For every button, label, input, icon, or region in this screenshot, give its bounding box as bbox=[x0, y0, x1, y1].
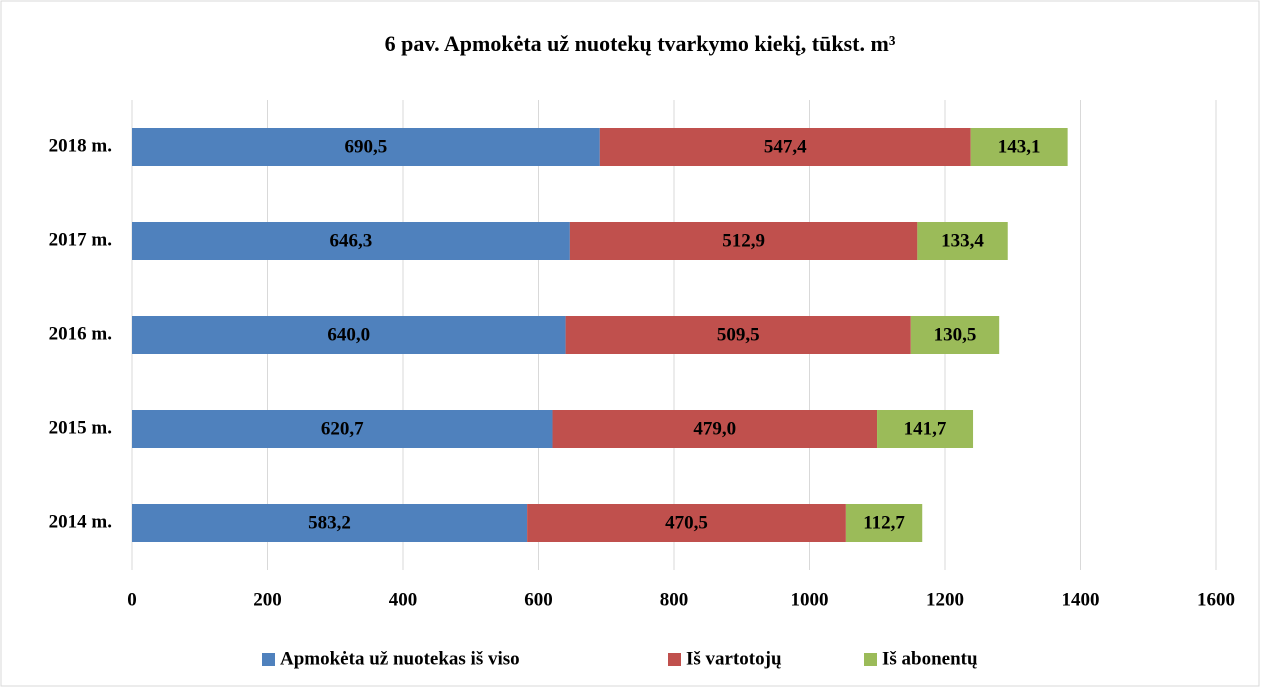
x-tick-label: 600 bbox=[524, 589, 553, 610]
bar-segment bbox=[917, 222, 1008, 260]
bar-segment bbox=[569, 222, 918, 260]
bar-segment bbox=[552, 410, 878, 448]
bar-segment bbox=[132, 128, 600, 166]
legend-label: Apmokėta už nuotekas iš viso bbox=[280, 648, 520, 669]
x-tick-label: 400 bbox=[389, 589, 418, 610]
data-label: 583,2 bbox=[308, 512, 351, 533]
data-label: 130,5 bbox=[934, 324, 977, 345]
data-label: 141,7 bbox=[904, 418, 947, 439]
bar-segment bbox=[910, 316, 1000, 354]
y-tick-label: 2014 m. bbox=[49, 511, 112, 532]
data-label: 640,0 bbox=[327, 324, 370, 345]
y-tick-label: 2015 m. bbox=[49, 417, 112, 438]
bar-segment bbox=[845, 504, 923, 542]
data-label: 620,7 bbox=[321, 418, 364, 439]
y-tick-label: 2016 m. bbox=[49, 323, 112, 344]
x-tick-label: 1000 bbox=[791, 589, 829, 610]
data-label: 690,5 bbox=[345, 136, 388, 157]
data-label: 133,4 bbox=[941, 230, 984, 251]
data-label: 479,0 bbox=[693, 418, 736, 439]
data-label: 470,5 bbox=[665, 512, 708, 533]
y-tick-label: 2017 m. bbox=[49, 229, 112, 250]
legend-swatch bbox=[668, 653, 681, 666]
data-label: 112,7 bbox=[863, 512, 905, 533]
x-tick-label: 0 bbox=[127, 589, 137, 610]
x-tick-label: 1600 bbox=[1197, 589, 1235, 610]
legend-label: Iš vartotojų bbox=[686, 648, 782, 669]
x-tick-label: 200 bbox=[253, 589, 282, 610]
bar-segment bbox=[527, 504, 846, 542]
x-tick-label: 1400 bbox=[1062, 589, 1100, 610]
x-tick-label: 800 bbox=[660, 589, 689, 610]
bar-segment bbox=[565, 316, 911, 354]
bar-segment bbox=[132, 222, 570, 260]
legend-label: Iš abonentų bbox=[882, 648, 978, 669]
y-tick-label: 2018 m. bbox=[49, 135, 112, 156]
data-label: 547,4 bbox=[764, 136, 807, 157]
data-label: 646,3 bbox=[330, 230, 373, 251]
bar-segment bbox=[877, 410, 974, 448]
chart-title: 6 pav. Apmokėta už nuotekų tvarkymo kiek… bbox=[385, 31, 896, 56]
bar-segment bbox=[132, 504, 528, 542]
bar-segment bbox=[970, 128, 1068, 166]
data-label: 143,1 bbox=[998, 136, 1041, 157]
bar-segment bbox=[132, 410, 553, 448]
legend-swatch bbox=[262, 653, 275, 666]
legend-swatch bbox=[864, 653, 877, 666]
data-label: 512,9 bbox=[722, 230, 765, 251]
data-label: 509,5 bbox=[717, 324, 760, 345]
x-tick-label: 1200 bbox=[926, 589, 964, 610]
bar-segment bbox=[599, 128, 971, 166]
bar-segment bbox=[132, 316, 566, 354]
